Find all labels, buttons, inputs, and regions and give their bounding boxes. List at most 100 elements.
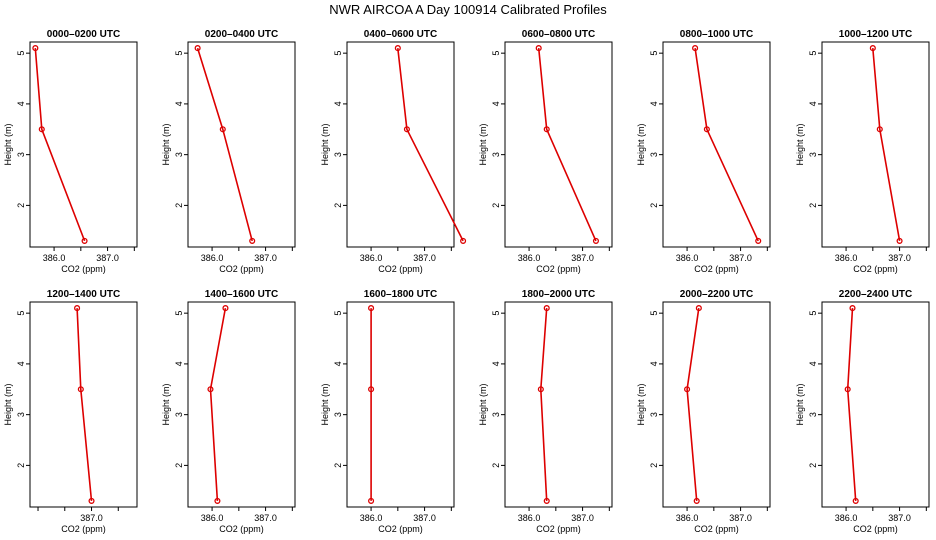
data-point bbox=[684, 386, 691, 393]
profile-line bbox=[694, 47, 759, 242]
x-tick-label: 387.0 bbox=[888, 253, 911, 263]
x-axis-label: CO2 (ppm) bbox=[853, 264, 898, 274]
x-axis-label: CO2 (ppm) bbox=[61, 264, 106, 274]
plot-frame bbox=[662, 301, 771, 508]
x-tick-label: 386.0 bbox=[360, 253, 383, 263]
y-tick-label: 5 bbox=[174, 51, 184, 56]
y-tick-label: 3 bbox=[16, 412, 26, 417]
data-point bbox=[592, 237, 599, 244]
panel-title: 0800–1000 UTC bbox=[680, 29, 753, 40]
data-point bbox=[403, 126, 410, 133]
x-axis-label: CO2 (ppm) bbox=[219, 524, 264, 534]
x-tick-label: 386.0 bbox=[201, 513, 224, 523]
y-tick-label: 4 bbox=[174, 361, 184, 366]
y-tick-label: 4 bbox=[16, 101, 26, 106]
panel-title: 2000–2200 UTC bbox=[680, 289, 753, 300]
x-tick-label: 386.0 bbox=[835, 513, 858, 523]
y-axis-label: Height (m) bbox=[320, 123, 330, 165]
data-point bbox=[849, 305, 856, 312]
x-tick-label: 387.0 bbox=[254, 513, 277, 523]
plot-frame bbox=[504, 301, 613, 508]
profile-line bbox=[34, 48, 86, 242]
plot-frame bbox=[29, 41, 138, 248]
y-axis-label: Height (m) bbox=[636, 123, 646, 165]
data-point bbox=[543, 126, 550, 133]
y-tick-label: 5 bbox=[808, 311, 818, 316]
y-tick-label: 3 bbox=[491, 412, 501, 417]
x-tick-label: 387.0 bbox=[729, 253, 752, 263]
x-tick-label: 387.0 bbox=[96, 253, 119, 263]
data-point bbox=[693, 497, 700, 504]
profile-line bbox=[76, 308, 93, 501]
x-tick-label: 387.0 bbox=[254, 253, 277, 263]
y-tick-label: 3 bbox=[649, 152, 659, 157]
y-tick-label: 4 bbox=[491, 361, 501, 366]
y-tick-label: 3 bbox=[808, 412, 818, 417]
figure-title: NWR AIRCOA A Day 100914 Calibrated Profi… bbox=[329, 2, 607, 17]
data-point bbox=[896, 237, 903, 244]
data-point bbox=[695, 305, 702, 312]
data-point bbox=[194, 45, 201, 52]
x-axis-label: CO2 (ppm) bbox=[853, 524, 898, 534]
y-tick-label: 3 bbox=[333, 152, 343, 157]
y-tick-label: 2 bbox=[491, 463, 501, 468]
data-point bbox=[222, 305, 229, 312]
profile-line bbox=[209, 307, 227, 501]
y-tick-label: 2 bbox=[174, 463, 184, 468]
data-point bbox=[38, 126, 45, 133]
x-tick-label: 386.0 bbox=[518, 253, 541, 263]
y-tick-label: 5 bbox=[16, 311, 26, 316]
x-tick-label: 387.0 bbox=[571, 513, 594, 523]
data-point bbox=[535, 45, 542, 52]
plot-frame bbox=[187, 301, 296, 508]
data-point bbox=[394, 45, 401, 52]
y-tick-label: 2 bbox=[16, 203, 26, 208]
panel-title: 0000–0200 UTC bbox=[47, 29, 120, 40]
y-axis-label: Height (m) bbox=[3, 123, 13, 165]
y-axis-label: Height (m) bbox=[320, 383, 330, 425]
profile-line bbox=[872, 48, 901, 242]
y-tick-label: 3 bbox=[174, 152, 184, 157]
x-tick-label: 387.0 bbox=[413, 513, 436, 523]
data-point bbox=[537, 386, 544, 393]
profile-line bbox=[397, 48, 464, 242]
y-tick-label: 4 bbox=[333, 361, 343, 366]
y-tick-label: 2 bbox=[16, 463, 26, 468]
profile-line bbox=[539, 308, 548, 501]
x-tick-label: 387.0 bbox=[729, 513, 752, 523]
x-axis-label: CO2 (ppm) bbox=[536, 524, 581, 534]
panel-title: 0400–0600 UTC bbox=[364, 29, 437, 40]
x-tick-label: 387.0 bbox=[888, 513, 911, 523]
y-tick-label: 5 bbox=[333, 311, 343, 316]
panel-title: 1200–1400 UTC bbox=[47, 289, 120, 300]
data-point bbox=[77, 386, 84, 393]
x-axis-label: CO2 (ppm) bbox=[694, 264, 739, 274]
plot-frame bbox=[29, 301, 138, 508]
panel-title: 1800–2000 UTC bbox=[522, 289, 595, 300]
y-tick-label: 5 bbox=[649, 311, 659, 316]
plot-frame bbox=[821, 41, 930, 248]
plot-frame bbox=[504, 41, 613, 248]
y-tick-label: 5 bbox=[16, 51, 26, 56]
y-axis-label: Height (m) bbox=[3, 383, 13, 425]
y-axis-label: Height (m) bbox=[478, 383, 488, 425]
y-tick-label: 3 bbox=[174, 412, 184, 417]
data-point bbox=[869, 45, 876, 52]
x-axis-label: CO2 (ppm) bbox=[378, 524, 423, 534]
x-axis-label: CO2 (ppm) bbox=[536, 264, 581, 274]
y-tick-label: 5 bbox=[491, 51, 501, 56]
y-tick-label: 3 bbox=[491, 152, 501, 157]
panel-title: 1400–1600 UTC bbox=[205, 289, 278, 300]
x-axis-label: CO2 (ppm) bbox=[219, 264, 264, 274]
panel-title: 0600–0800 UTC bbox=[522, 29, 595, 40]
y-tick-label: 4 bbox=[808, 101, 818, 106]
x-tick-label: 386.0 bbox=[835, 253, 858, 263]
data-point bbox=[88, 497, 95, 504]
